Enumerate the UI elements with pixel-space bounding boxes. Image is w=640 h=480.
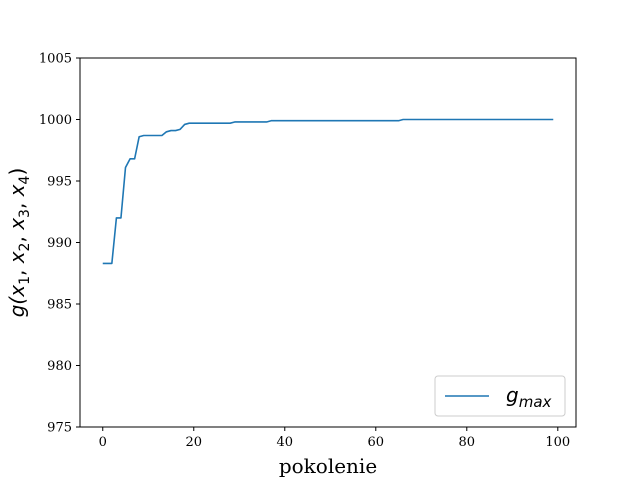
x-tick-label: 100 xyxy=(545,435,570,450)
y-tick-label: 1000 xyxy=(39,113,72,128)
y-axis-label: g(x1, x2, x3, x4) xyxy=(5,168,33,318)
y-axis: 975 980 985 990 995 1000 1005 xyxy=(39,52,80,436)
x-tick-label: 0 xyxy=(99,435,107,450)
x-tick-label: 20 xyxy=(185,435,202,450)
series-line-g_max xyxy=(102,118,554,265)
legend-box xyxy=(434,375,566,417)
y-tick-label: 975 xyxy=(47,421,72,436)
y-tick-label: 985 xyxy=(47,298,72,313)
x-axis-label: pokolenie xyxy=(279,454,377,478)
x-tick-label: 40 xyxy=(276,435,293,450)
x-tick-label: 80 xyxy=(459,435,476,450)
legend-label: gmax xyxy=(506,383,552,411)
series-layer xyxy=(102,118,554,265)
x-tick-label: 60 xyxy=(368,435,385,450)
y-tick-label: 995 xyxy=(47,175,72,190)
y-tick-label: 1005 xyxy=(39,52,72,67)
y-tick-label: 980 xyxy=(47,359,72,374)
y-tick-label: 990 xyxy=(47,236,72,251)
x-axis: 0 20 40 60 80 100 xyxy=(99,427,570,450)
plot-frame xyxy=(79,57,577,428)
legend: gmax xyxy=(434,375,566,417)
